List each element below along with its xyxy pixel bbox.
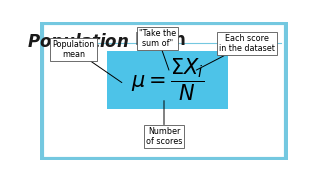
Text: Number
of scores: Number of scores [146,101,182,146]
Text: $\bfit{Population}$: $\bfit{Population}$ [27,31,129,53]
Text: $\bf{Mean}$: $\bf{Mean}$ [134,31,186,49]
Text: "Take the
sum of": "Take the sum of" [139,29,176,70]
Text: Population
mean: Population mean [52,40,122,83]
Text: $\mu = \dfrac{\Sigma X_i}{N}$: $\mu = \dfrac{\Sigma X_i}{N}$ [131,57,204,103]
Text: Each score
in the dataset: Each score in the dataset [196,34,275,70]
FancyBboxPatch shape [43,23,285,159]
Bar [107,51,228,109]
